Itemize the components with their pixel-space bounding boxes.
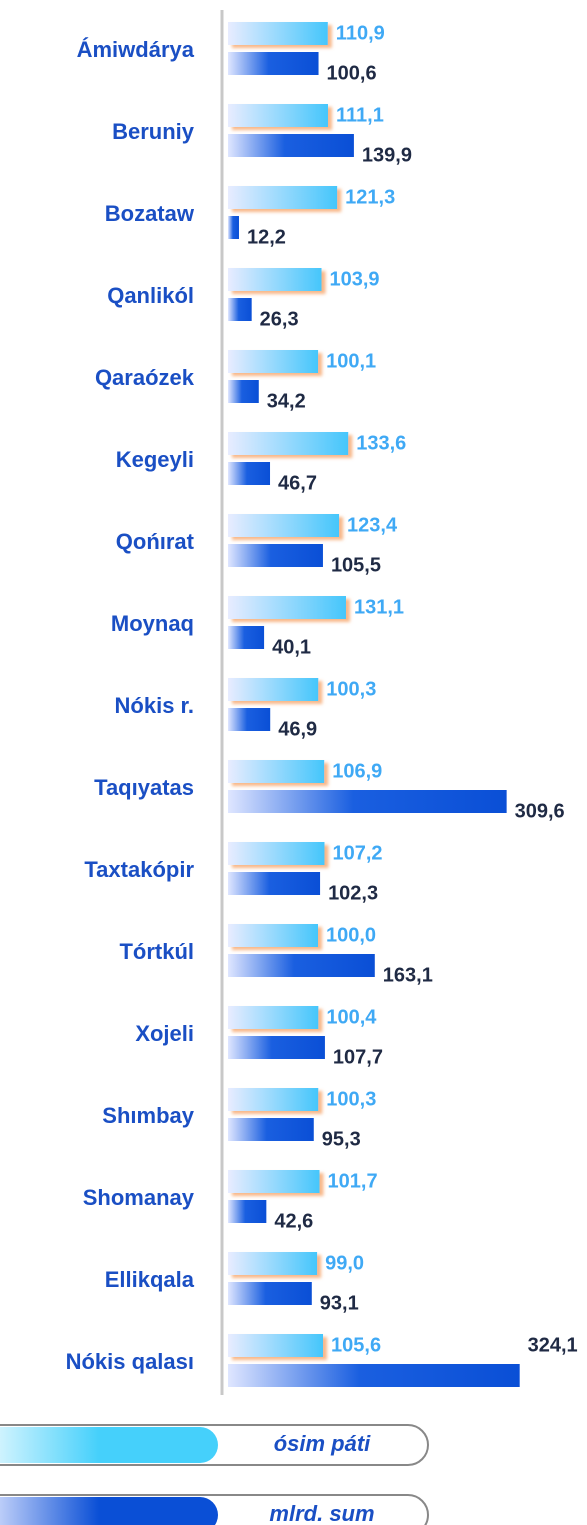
value-label: 99,0: [325, 1252, 364, 1274]
bar: [228, 104, 328, 127]
value-label: 100,3: [326, 678, 376, 700]
bar: [228, 52, 319, 75]
value-label: 324,1: [528, 1334, 578, 1356]
bar: [228, 186, 338, 209]
category-label: Ellikqala: [105, 1267, 195, 1292]
value-label: 163,1: [383, 964, 433, 986]
category-label: Qaraózek: [95, 365, 195, 390]
bar: [228, 872, 321, 895]
value-label: 107,7: [333, 1046, 383, 1068]
bar: [228, 216, 239, 239]
legend-label: ósim páti: [274, 1431, 371, 1456]
bar: [228, 924, 318, 947]
bar: [228, 678, 319, 701]
bar: [228, 1334, 324, 1357]
value-label: 46,9: [278, 718, 317, 740]
bar: [228, 954, 375, 977]
category-label: Kegeyli: [116, 447, 194, 472]
category-label: Shımbay: [102, 1103, 194, 1128]
value-label: 103,9: [330, 268, 380, 290]
bar: [228, 1088, 319, 1111]
value-label: 107,2: [332, 842, 382, 864]
value-label: 106,9: [332, 760, 382, 782]
bar: [228, 514, 340, 537]
legend-swatch: [0, 1497, 218, 1525]
value-label: 131,1: [354, 596, 404, 618]
value-label: 133,6: [356, 432, 406, 454]
bar: [228, 760, 325, 783]
category-label: Taqıyatas: [94, 775, 194, 800]
bar: [228, 22, 328, 45]
value-label: 95,3: [322, 1128, 361, 1150]
category-label: Shomanay: [83, 1185, 195, 1210]
category-label: Tórtkúl: [119, 939, 194, 964]
bar: [228, 1252, 318, 1275]
value-label: 40,1: [272, 636, 311, 658]
bar: [228, 1282, 312, 1305]
value-label: 309,6: [515, 800, 565, 822]
bar: [228, 432, 349, 455]
bar: [228, 380, 259, 403]
bar: [228, 708, 271, 731]
value-label: 105,5: [331, 554, 381, 576]
category-label: Ámiwdárya: [77, 37, 195, 62]
bar: [228, 1364, 520, 1387]
category-label: Taxtakópir: [84, 857, 194, 882]
bar: [228, 842, 325, 865]
bar: [228, 462, 271, 485]
value-label: 110,9: [336, 22, 385, 44]
value-label: 100,3: [326, 1088, 376, 1110]
category-label: Qońırat: [116, 529, 195, 554]
legend-label: mlrd. sum: [269, 1501, 374, 1525]
category-label: Beruniy: [112, 119, 195, 144]
bar: [228, 298, 252, 321]
value-label: 46,7: [278, 472, 317, 494]
bar: [228, 1118, 314, 1141]
bar: [228, 1006, 319, 1029]
value-label: 111,1: [336, 104, 384, 126]
bar: [228, 1200, 267, 1223]
value-label: 123,4: [347, 514, 398, 536]
value-label: 139,9: [362, 144, 412, 166]
category-label: Nókis qalası: [66, 1349, 194, 1374]
value-label: 102,3: [328, 882, 378, 904]
value-label: 93,1: [320, 1292, 359, 1314]
bar: [228, 134, 354, 157]
value-label: 12,2: [247, 226, 286, 248]
bar: [228, 268, 322, 291]
value-label: 100,6: [327, 62, 377, 84]
value-label: 105,6: [331, 1334, 381, 1356]
bar: [228, 1036, 325, 1059]
category-label: Bozataw: [105, 201, 195, 226]
value-label: 100,1: [326, 350, 376, 372]
value-label: 100,0: [326, 924, 376, 946]
bar: [228, 1170, 320, 1193]
bar: [228, 544, 323, 567]
value-label: 34,2: [267, 390, 306, 412]
bar: [228, 596, 346, 619]
value-label: 26,3: [260, 308, 299, 330]
bar: [228, 790, 507, 813]
category-label: Xojeli: [135, 1021, 194, 1046]
category-label: Nókis r.: [115, 693, 194, 718]
bar: [228, 626, 265, 649]
value-label: 121,3: [345, 186, 395, 208]
value-label: 42,6: [274, 1210, 313, 1232]
value-label: 101,7: [328, 1170, 378, 1192]
bar: [228, 350, 319, 373]
category-label: Qanlikól: [107, 283, 194, 308]
value-label: 100,4: [326, 1006, 377, 1028]
category-label: Moynaq: [111, 611, 194, 636]
legend-swatch: [0, 1427, 218, 1463]
